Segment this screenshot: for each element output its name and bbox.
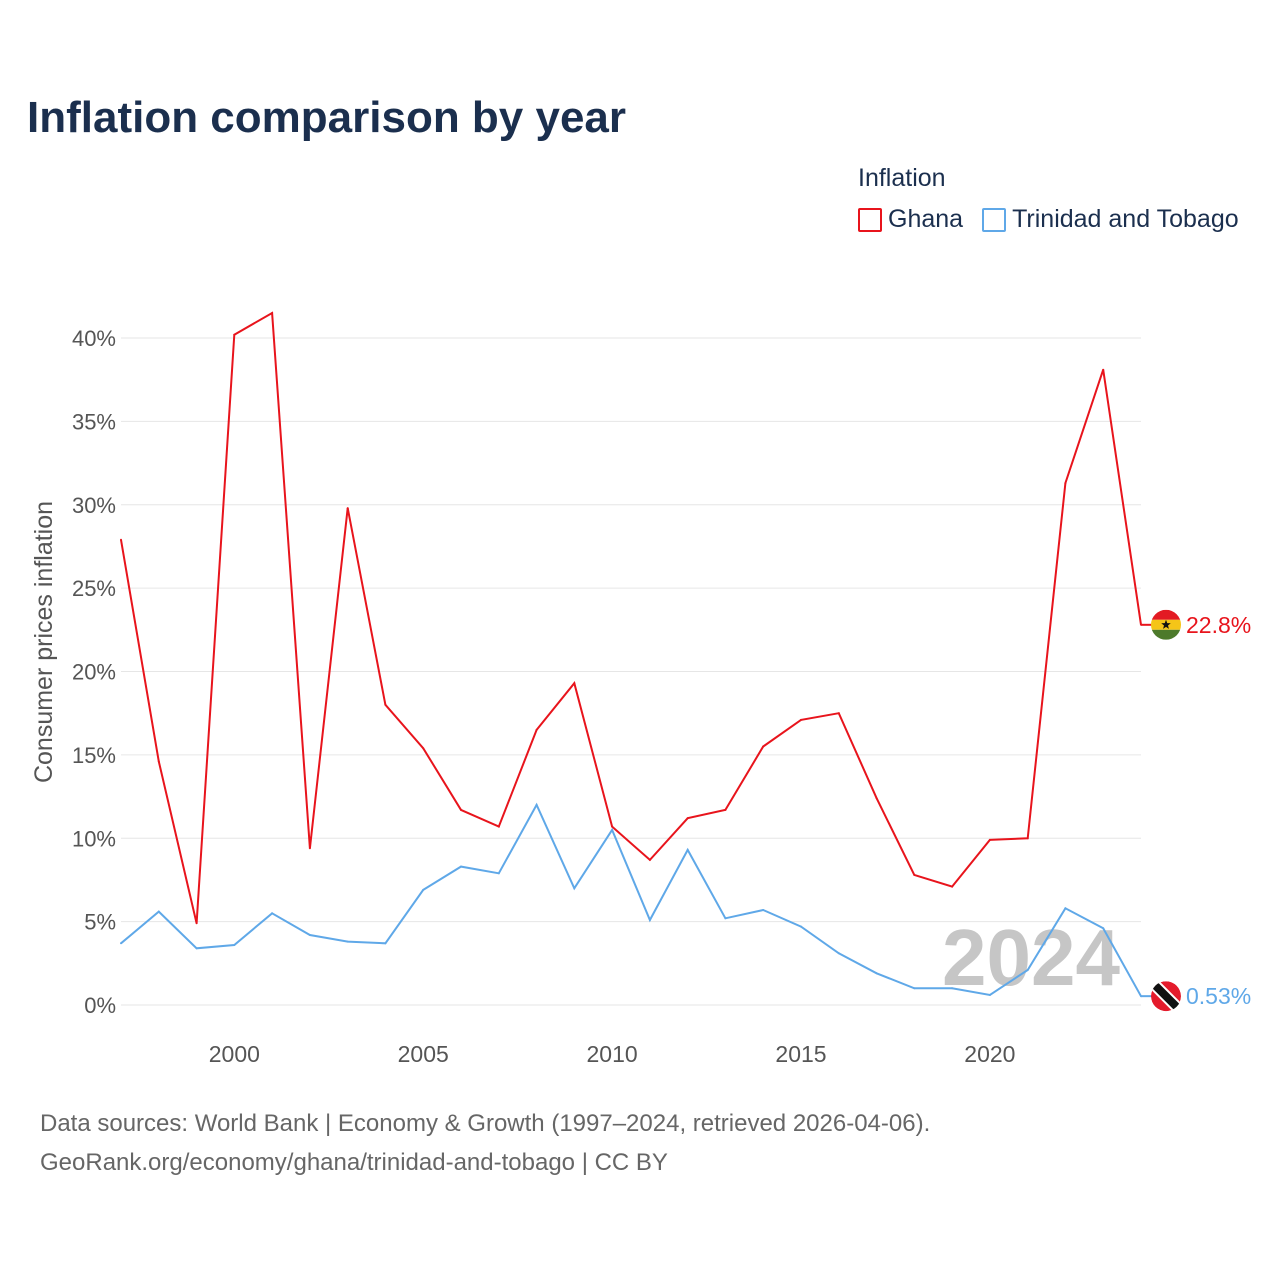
data-point-ghana-2018 <box>913 873 916 876</box>
data-point-ghana-2020 <box>988 838 991 841</box>
data-point-trinidad-and-tobago-2020 <box>988 994 991 996</box>
source-line-2: GeoRank.org/economy/ghana/trinidad-and-t… <box>40 1149 668 1176</box>
data-point-ghana-2008 <box>535 728 538 731</box>
data-point-ghana-2015 <box>800 718 802 721</box>
year-watermark: 2024 <box>942 913 1120 1002</box>
data-point-trinidad-and-tobago-2015 <box>800 925 802 928</box>
x-tick-label-2010: 2010 <box>587 1041 638 1067</box>
data-point-ghana-2000 <box>233 333 236 336</box>
data-point-ghana-2016 <box>837 712 840 715</box>
data-point-trinidad-and-tobago-2006 <box>460 865 462 868</box>
y-axis-tick-labels: 0% 5% 10% 15% 20% 25% 30% 35% 40% <box>72 326 116 1018</box>
end-label-trinidad-and-tobago: 0.53% <box>1186 983 1251 1009</box>
data-point-ghana-2017 <box>875 797 878 800</box>
data-point-trinidad-and-tobago-2023 <box>1102 927 1105 930</box>
x-tick-label-2000: 2000 <box>209 1041 260 1067</box>
x-tick-label-2005: 2005 <box>398 1041 449 1067</box>
legend-items: Ghana Trinidad and Tobago <box>858 207 1239 232</box>
data-point-ghana-2011 <box>648 858 651 861</box>
legend-label-ghana: Ghana <box>888 205 964 233</box>
data-point-trinidad-and-tobago-2007 <box>497 872 500 875</box>
series-line-ghana <box>120 311 1142 924</box>
data-point-ghana-2010 <box>611 825 614 828</box>
y-tick-label-5: 5% <box>84 910 116 935</box>
data-point-ghana-2005 <box>422 747 425 750</box>
data-point-trinidad-and-tobago-2008 <box>535 803 538 806</box>
gridlines <box>121 337 1141 1006</box>
y-tick-label-20: 20% <box>72 660 116 685</box>
data-point-ghana-2003 <box>346 507 349 510</box>
end-label-ghana: 22.8% <box>1186 612 1251 638</box>
data-point-ghana-2006 <box>460 808 462 811</box>
y-tick-label-15: 15% <box>72 743 116 768</box>
data-point-ghana-2004 <box>384 703 387 706</box>
data-point-trinidad-and-tobago-2013 <box>724 917 727 920</box>
data-point-trinidad-and-tobago-2019 <box>951 987 954 990</box>
data-point-trinidad-and-tobago-2014 <box>762 909 765 911</box>
end-flags <box>1151 609 1181 1012</box>
end-value-labels: 22.8% 0.53% <box>1186 612 1251 1009</box>
data-point-ghana-2023 <box>1102 368 1105 371</box>
chart-title: Inflation comparison by year <box>27 93 627 142</box>
data-point-trinidad-and-tobago-2018 <box>913 987 916 990</box>
legend: Inflation Ghana Trinidad and Tobago <box>858 166 1239 232</box>
data-point-trinidad-and-tobago-2003 <box>346 940 349 943</box>
legend-item-ghana: Ghana <box>858 207 963 232</box>
data-point-trinidad-and-tobago-2002 <box>308 934 311 936</box>
data-point-ghana-1997 <box>120 538 122 541</box>
x-axis-tick-labels: 2000 2005 2010 2015 2020 <box>209 1041 1016 1067</box>
series-line-trinidad-and-tobago <box>120 802 1142 997</box>
data-point-trinidad-and-tobago-1997 <box>120 942 122 945</box>
y-tick-label-30: 30% <box>72 493 116 518</box>
data-point-trinidad-and-tobago-2005 <box>422 888 425 891</box>
data-point-trinidad-and-tobago-2001 <box>271 912 274 915</box>
data-point-trinidad-and-tobago-2016 <box>837 952 840 955</box>
y-tick-label-10: 10% <box>72 826 116 851</box>
data-point-ghana-2007 <box>497 825 500 828</box>
data-point-ghana-2012 <box>686 817 689 820</box>
ghana-flag-icon <box>1151 609 1181 640</box>
legend-label-trinidad-and-tobago: Trinidad and Tobago <box>1012 205 1239 233</box>
data-point-ghana-2021 <box>1026 837 1029 840</box>
legend-swatch-trinidad-and-tobago <box>982 207 1007 232</box>
data-point-trinidad-and-tobago-2010 <box>611 828 614 831</box>
source-line-1: Data sources: World Bank | Economy & Gro… <box>40 1110 931 1137</box>
legend-swatch-ghana <box>858 207 882 232</box>
data-point-trinidad-and-tobago-2022 <box>1064 907 1067 910</box>
data-point-trinidad-and-tobago-2011 <box>648 919 651 921</box>
data-point-trinidad-and-tobago-2012 <box>686 848 689 851</box>
data-point-trinidad-and-tobago-2017 <box>875 972 878 975</box>
y-tick-label-25: 25% <box>72 576 116 601</box>
data-point-ghana-1998 <box>157 760 160 763</box>
series-lines <box>120 311 1152 998</box>
y-tick-label-40: 40% <box>72 326 116 351</box>
data-point-trinidad-and-tobago-1998 <box>157 910 160 913</box>
data-point-trinidad-and-tobago-2004 <box>384 942 387 945</box>
data-point-ghana-2014 <box>762 745 765 748</box>
data-point-ghana-2013 <box>724 808 727 811</box>
y-tick-label-35: 35% <box>72 409 116 434</box>
data-point-ghana-2019 <box>951 885 954 888</box>
legend-title: Inflation <box>858 164 946 192</box>
x-tick-label-2020: 2020 <box>964 1041 1015 1067</box>
y-tick-label-0: 0% <box>84 993 116 1018</box>
data-point-ghana-2009 <box>573 682 576 685</box>
data-point-trinidad-and-tobago-2000 <box>233 944 236 946</box>
data-point-trinidad-and-tobago-2021 <box>1026 969 1029 971</box>
x-tick-label-2015: 2015 <box>775 1041 826 1067</box>
legend-item-trinidad-and-tobago: Trinidad and Tobago <box>982 207 1239 232</box>
data-point-ghana-2022 <box>1064 482 1067 485</box>
data-point-ghana-2002 <box>308 847 311 850</box>
trinidad-and-tobago-flag-icon <box>1151 981 1181 1012</box>
data-point-ghana-2001 <box>271 312 274 314</box>
source-note: Data sources: World Bank | Economy & Gro… <box>40 1104 930 1182</box>
data-point-ghana-1999 <box>195 922 198 925</box>
y-axis-label: Consumer prices inflation <box>30 501 58 783</box>
data-point-trinidad-and-tobago-2009 <box>573 887 576 890</box>
data-point-trinidad-and-tobago-1999 <box>195 947 198 950</box>
